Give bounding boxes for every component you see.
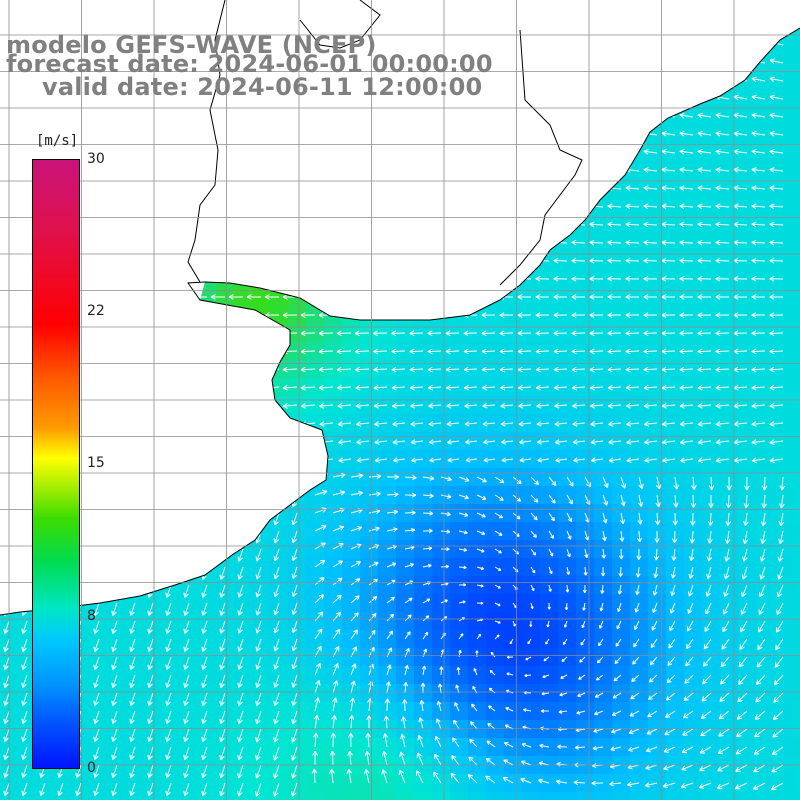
- forecast-date: forecast date: 2024-06-01 00:00:00: [6, 50, 493, 78]
- colorbar-tick-15: 15: [87, 455, 105, 471]
- coastline: [0, 27, 800, 616]
- country-border: [187, 0, 583, 286]
- colorbar-tick-8: 8: [87, 608, 96, 624]
- colorbar-tick-0: 0: [87, 760, 96, 776]
- colorbar-tick-22: 22: [87, 303, 105, 319]
- valid-date: valid date: 2024-06-11 12:00:00: [42, 73, 483, 101]
- land-mask: [0, 0, 800, 615]
- colorbar-tick-30: 30: [87, 151, 105, 167]
- colorbar-unit: [m/s]: [36, 133, 79, 149]
- model-title: modelo GEFS-WAVE (NCEP): [6, 31, 377, 59]
- colorbar: [32, 159, 80, 769]
